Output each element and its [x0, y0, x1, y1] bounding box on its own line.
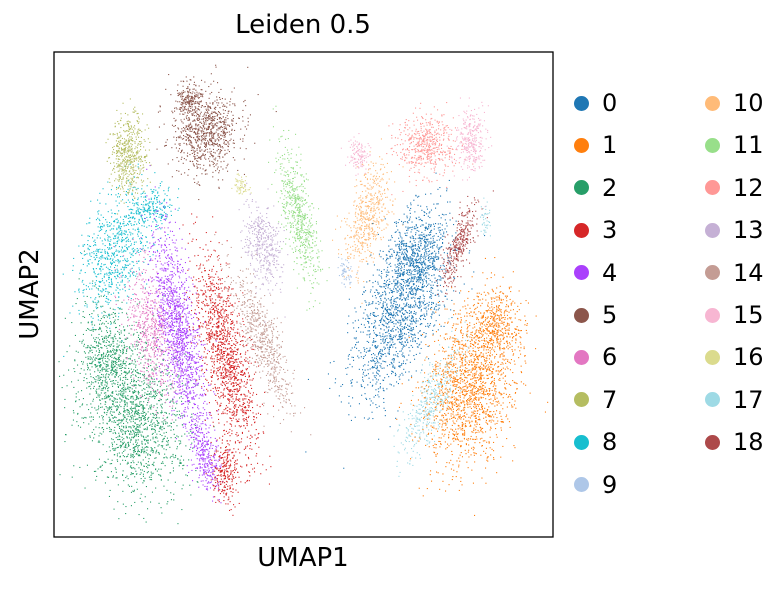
legend-label-17: 17: [733, 385, 764, 414]
legend-marker-10: [705, 95, 720, 111]
legend-label-0: 0: [602, 89, 618, 117]
x-axis-label: UMAP1: [257, 543, 349, 573]
cluster-16-points: [231, 173, 252, 195]
legend-item-14: 14: [705, 256, 764, 290]
legend-label-5: 5: [602, 301, 618, 329]
legend-item-8: 8: [574, 425, 617, 459]
cluster-9-points: [337, 256, 358, 288]
scatter-points: [58, 64, 549, 525]
legend-label-16: 16: [733, 343, 764, 372]
legend-label-6: 6: [602, 343, 618, 372]
legend-marker-16: [705, 349, 720, 365]
cluster-12-points: [386, 102, 474, 196]
cluster-17-points: [393, 318, 479, 477]
cluster-13-points: [238, 182, 289, 323]
cluster-15-points: [446, 97, 493, 208]
cluster-15-points: [340, 133, 372, 176]
legend-marker-2: [574, 180, 589, 196]
legend-label-15: 15: [733, 301, 764, 329]
legend-marker-0: [574, 95, 589, 111]
cluster-0-points: [305, 172, 486, 469]
legend-marker-8: [574, 434, 589, 450]
legend-marker-1: [574, 137, 589, 153]
cluster-18-points: [435, 190, 494, 303]
cluster-3-points: [205, 430, 247, 511]
legend-marker-4: [574, 265, 589, 281]
cluster-4-points: [139, 165, 220, 491]
legend-label-8: 8: [602, 428, 618, 457]
cluster-8-points: [115, 172, 180, 247]
legend-marker-18: [705, 434, 720, 450]
chart-title: Leiden 0.5: [235, 10, 371, 40]
legend-label-18: 18: [733, 428, 764, 457]
cluster-1-points: [396, 257, 549, 516]
legend-marker-7: [574, 392, 589, 408]
legend-item-4: 4: [574, 256, 617, 290]
legend-label-14: 14: [733, 258, 764, 287]
legend-label-1: 1: [602, 131, 618, 160]
legend-label-2: 2: [602, 173, 618, 202]
legend-label-11: 11: [733, 131, 764, 160]
legend-label-4: 4: [602, 258, 618, 287]
legend-marker-9: [574, 477, 589, 493]
legend-item-17: 17: [705, 383, 764, 417]
cluster-10-points: [332, 138, 404, 304]
legend-item-0: 0: [574, 86, 617, 120]
cluster-7-points: [105, 98, 152, 215]
legend-marker-14: [705, 265, 720, 281]
legend-label-3: 3: [602, 216, 618, 245]
legend-label-13: 13: [733, 216, 764, 245]
cluster-14-points: [214, 234, 312, 436]
legend-marker-15: [705, 307, 720, 323]
legend-label-7: 7: [602, 385, 618, 414]
cluster-3-points: [181, 213, 274, 516]
legend-item-10: 10: [705, 86, 764, 120]
legend-item-15: 15: [705, 298, 764, 332]
legend-item-5: 5: [574, 298, 617, 332]
legend-marker-3: [574, 222, 589, 238]
cluster-4-points: [182, 412, 230, 504]
cluster-17-points: [480, 197, 491, 237]
legend-item-1: 1: [574, 128, 617, 162]
legend-item-16: 16: [705, 340, 764, 374]
legend-label-10: 10: [733, 89, 764, 117]
legend-item-18: 18: [705, 425, 764, 459]
cluster-2-points: [58, 250, 215, 525]
legend-item-3: 3: [574, 213, 617, 247]
cluster-5-points: [175, 76, 204, 121]
legend-item-7: 7: [574, 383, 617, 417]
legend-marker-5: [574, 307, 589, 323]
legend-marker-12: [705, 180, 720, 196]
legend-marker-6: [574, 349, 589, 365]
cluster-5-points: [156, 64, 277, 201]
legend-item-2: 2: [574, 171, 617, 205]
cluster-8-points: [62, 163, 169, 364]
y-axis-label: UMAP2: [15, 248, 45, 340]
plot-frame: [53, 51, 554, 538]
cluster-0-points: [370, 187, 457, 318]
legend-label-9: 9: [602, 470, 618, 499]
legend-marker-13: [705, 222, 720, 238]
legend-item-6: 6: [574, 340, 617, 374]
legend-item-9: 9: [574, 468, 617, 502]
legend-label-12: 12: [733, 173, 764, 202]
cluster-1-points: [462, 271, 537, 388]
cluster-2-points: [64, 280, 141, 418]
legend-item-11: 11: [705, 128, 764, 162]
legend-item-12: 12: [705, 171, 764, 205]
legend-marker-17: [705, 392, 720, 408]
cluster-11-points: [268, 105, 330, 311]
legend-item-13: 13: [705, 213, 764, 247]
legend-marker-11: [705, 137, 720, 153]
